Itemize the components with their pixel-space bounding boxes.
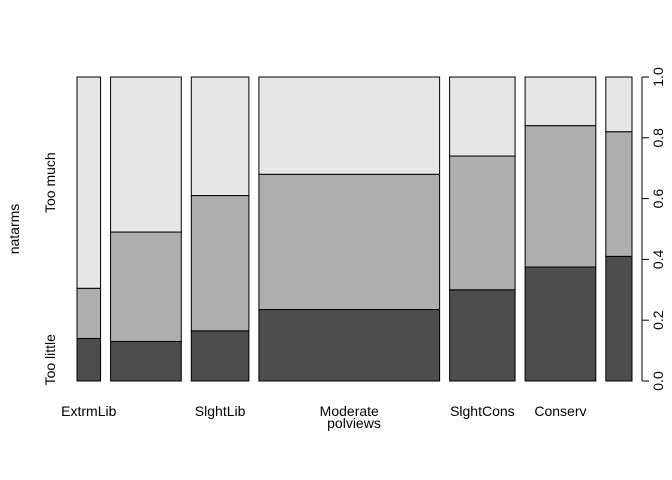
y-tick-label-0: 0.0: [650, 371, 666, 391]
x-tick-label-4: SlghtCons: [450, 403, 515, 419]
bar-segment-0-1: [76, 287, 102, 339]
bar-segment-3-0: [258, 309, 441, 382]
right-y-axis: 0.0 0.2 0.4 0.6 0.8 1.0: [641, 67, 666, 391]
y-tick-label-5: 1.0: [650, 67, 666, 87]
bar-segment-5-1: [524, 125, 597, 268]
y-tick-label-1: 0.2: [650, 310, 666, 330]
bar-segment-1-1: [110, 231, 182, 342]
left-axis-labels: Too little Too much: [42, 152, 58, 385]
bar-segment-5-0: [524, 266, 597, 382]
bar-segment-5-2: [524, 76, 597, 127]
bar-segment-6-0: [605, 255, 633, 382]
y-tick-label-2: 0.4: [650, 249, 666, 269]
x-axis-title: polviews: [327, 415, 381, 431]
x-tick-labels: ExtrmLib SlghtLib Moderate SlghtCons Conserv: [61, 403, 586, 419]
y-tick-label-3: 0.6: [650, 189, 666, 209]
left-axis-label-0: Too little: [42, 334, 58, 386]
bars-group: [76, 76, 633, 382]
x-tick-label-3: Moderate: [320, 403, 379, 419]
x-tick-label-5: Conserv: [534, 403, 586, 419]
y-tick-label-4: 0.8: [650, 128, 666, 148]
bar-segment-2-1: [190, 195, 250, 332]
bar-segment-1-2: [110, 76, 182, 233]
bar-segment-0-2: [76, 76, 102, 289]
x-tick-label-0: ExtrmLib: [61, 403, 116, 419]
y-axis-title: natarms: [6, 204, 22, 255]
bar-segment-4-0: [449, 289, 516, 382]
bar-segment-2-0: [190, 330, 250, 382]
x-tick-label-2: SlghtLib: [195, 403, 246, 419]
bar-segment-0-0: [76, 337, 102, 382]
bar-segment-3-1: [258, 173, 441, 311]
bar-segment-3-2: [258, 76, 441, 175]
bar-segment-2-2: [190, 76, 250, 197]
bar-segment-6-1: [605, 131, 633, 257]
left-axis-label-1: Too much: [42, 152, 58, 213]
bar-segment-4-1: [449, 155, 516, 291]
bar-segment-1-0: [110, 340, 182, 382]
bar-segment-4-2: [449, 76, 516, 157]
bar-segment-6-2: [605, 76, 633, 133]
